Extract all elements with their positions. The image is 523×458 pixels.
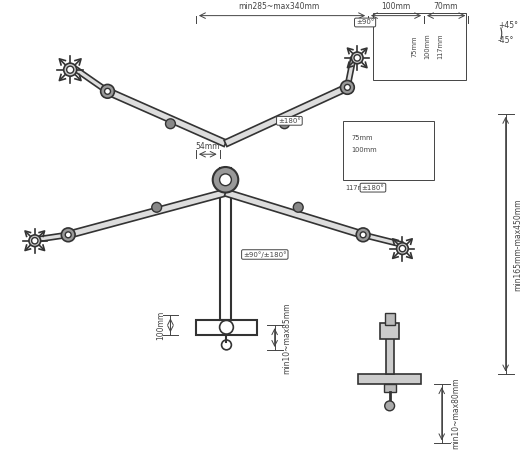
Text: 100mm: 100mm [351, 147, 377, 153]
Circle shape [399, 245, 406, 252]
Text: min285~max340mm: min285~max340mm [238, 2, 319, 11]
Text: min165mm-max450mm: min165mm-max450mm [514, 198, 522, 291]
Bar [344, 121, 434, 180]
Text: ±90°/±180°: ±90°/±180° [243, 251, 287, 258]
Bar [384, 384, 395, 392]
Bar [373, 13, 467, 80]
Polygon shape [224, 84, 349, 147]
Text: 100mm: 100mm [424, 33, 430, 59]
Bar [386, 337, 394, 374]
Text: 75mm: 75mm [411, 35, 417, 57]
Text: +45°: +45° [498, 21, 518, 30]
Circle shape [293, 202, 303, 212]
Polygon shape [67, 189, 226, 238]
Polygon shape [345, 57, 356, 88]
Text: -45°: -45° [498, 36, 514, 45]
Circle shape [280, 119, 289, 129]
Circle shape [64, 63, 77, 76]
Circle shape [166, 119, 175, 129]
Circle shape [152, 202, 162, 212]
Bar [380, 323, 400, 339]
Circle shape [354, 55, 360, 61]
Circle shape [105, 88, 110, 94]
Bar [358, 374, 421, 384]
Text: 100mm: 100mm [156, 311, 165, 340]
Text: ±90°: ±90° [356, 20, 374, 26]
Circle shape [345, 84, 350, 90]
Polygon shape [71, 65, 109, 93]
Circle shape [100, 84, 115, 98]
Bar [385, 313, 394, 325]
Polygon shape [35, 232, 69, 242]
Circle shape [340, 81, 354, 94]
Circle shape [31, 238, 38, 244]
Circle shape [66, 66, 74, 73]
Text: 117mm: 117mm [345, 185, 371, 191]
Text: 54mm: 54mm [196, 142, 220, 151]
Circle shape [360, 232, 366, 238]
Circle shape [351, 52, 363, 64]
Polygon shape [106, 88, 227, 147]
Circle shape [65, 232, 71, 238]
Circle shape [61, 228, 75, 242]
Text: 117mm: 117mm [437, 33, 443, 59]
Text: 100mm: 100mm [381, 2, 410, 11]
Bar [220, 168, 231, 320]
Polygon shape [362, 233, 403, 247]
Circle shape [29, 235, 41, 246]
Circle shape [385, 401, 394, 411]
Text: 70mm: 70mm [434, 2, 458, 11]
Circle shape [220, 174, 231, 185]
Text: min10~max80mm: min10~max80mm [451, 378, 461, 449]
Text: ±180°: ±180° [278, 118, 301, 124]
Polygon shape [224, 189, 364, 238]
Text: min10~max85mm: min10~max85mm [282, 302, 291, 374]
Circle shape [213, 167, 238, 192]
Circle shape [356, 228, 370, 242]
Bar [196, 320, 257, 335]
Text: 75mm: 75mm [351, 136, 373, 142]
Circle shape [396, 243, 408, 255]
Text: ±180°: ±180° [361, 185, 384, 191]
